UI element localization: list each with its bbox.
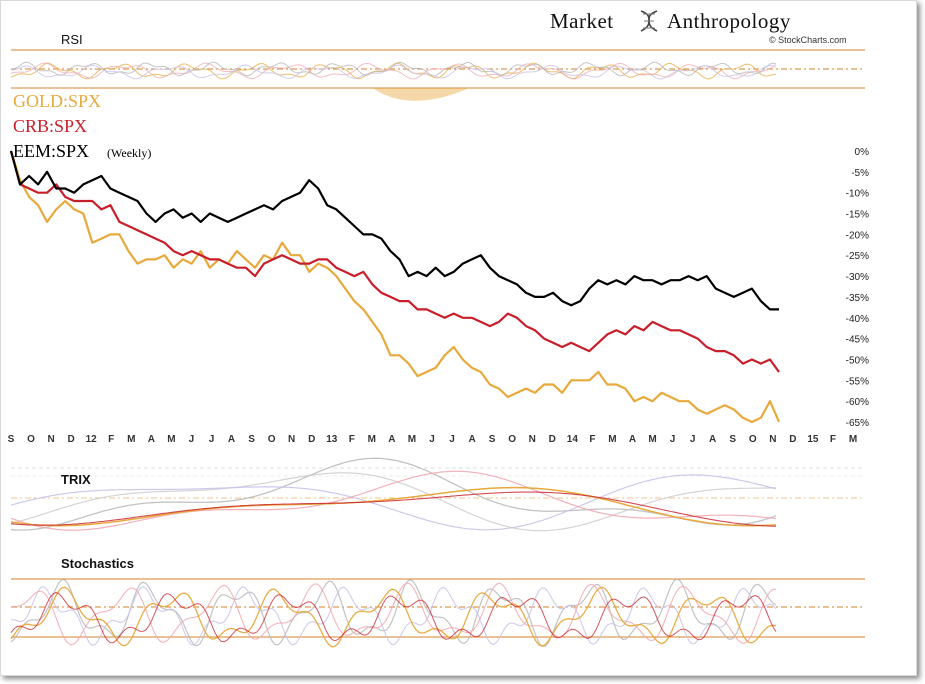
x-tick-label: J bbox=[189, 434, 195, 445]
trix-line-pink bbox=[10, 470, 777, 531]
series-line-gold-spx bbox=[9, 150, 781, 424]
series-line-crb-spx bbox=[9, 150, 780, 373]
x-tick-label: M bbox=[849, 434, 857, 445]
chart-svg: Market Anthropology © StockCharts.com RS… bbox=[8, 9, 869, 648]
x-tick-label: S bbox=[489, 434, 496, 445]
rsi-oversold-fill bbox=[373, 88, 469, 101]
x-tick-label: M bbox=[368, 434, 376, 445]
legend-gold-spx: GOLD:SPX bbox=[13, 91, 101, 111]
y-axis-ticks: 0% -5% -10% -15% -20% -25% -30% -35% -40% -45% -50… bbox=[846, 147, 869, 429]
dna-helix-icon bbox=[640, 10, 658, 32]
y-tick-label: -35% bbox=[846, 293, 869, 304]
legend-crb-spx: CRB:SPX bbox=[13, 116, 87, 136]
stochastics-oscillator-lines bbox=[10, 578, 777, 648]
y-tick-label: -10% bbox=[846, 189, 869, 200]
x-tick-label: A bbox=[709, 434, 716, 445]
y-tick-label: -20% bbox=[846, 230, 869, 241]
trix-line-lav bbox=[10, 474, 777, 531]
x-tick-label: M bbox=[167, 434, 175, 445]
x-tick-label: A bbox=[629, 434, 636, 445]
x-tick-label: J bbox=[209, 434, 215, 445]
x-tick-label: D bbox=[68, 434, 75, 445]
y-tick-label: -15% bbox=[846, 210, 869, 221]
stoch-line-grey bbox=[10, 578, 777, 648]
y-tick-label: -30% bbox=[846, 272, 869, 283]
stoch-line-lav bbox=[10, 585, 777, 646]
rsi-oscillator-lines bbox=[10, 61, 777, 101]
x-tick-label: N bbox=[288, 434, 295, 445]
x-tick-label: N bbox=[529, 434, 536, 445]
y-tick-label: -50% bbox=[846, 355, 869, 366]
x-tick-label: J bbox=[690, 434, 696, 445]
x-tick-label: S bbox=[248, 434, 255, 445]
stoch-line-pink bbox=[10, 582, 777, 646]
x-tick-label: O bbox=[508, 434, 516, 445]
trix-line-gold bbox=[10, 486, 777, 527]
x-tick-label: M bbox=[608, 434, 616, 445]
x-tick-label: S bbox=[8, 434, 15, 445]
trix-panel: TRIX bbox=[10, 457, 865, 532]
x-tick-label: 14 bbox=[567, 434, 579, 445]
trix-line-crb bbox=[10, 491, 777, 527]
x-tick-label: O bbox=[27, 434, 35, 445]
x-tick-label: 12 bbox=[86, 434, 98, 445]
stockcharts-credit: © StockCharts.com bbox=[769, 35, 847, 45]
x-tick-label: 15 bbox=[807, 434, 819, 445]
stochastics-panel: Stochastics bbox=[10, 556, 865, 648]
x-tick-label: D bbox=[549, 434, 556, 445]
brand-word-market: Market bbox=[550, 9, 614, 33]
y-tick-label: 0% bbox=[855, 147, 870, 158]
rsi-panel: RSI bbox=[10, 32, 865, 101]
y-tick-label: -40% bbox=[846, 314, 869, 325]
x-tick-label: F bbox=[349, 434, 355, 445]
x-tick-label: J bbox=[670, 434, 676, 445]
legend-eem-spx: EEM:SPX bbox=[13, 141, 89, 161]
x-tick-label: D bbox=[308, 434, 315, 445]
stoch-line-crb bbox=[10, 592, 777, 644]
x-tick-label: A bbox=[228, 434, 235, 445]
trix-line-grey-2 bbox=[10, 472, 776, 532]
x-tick-label: F bbox=[589, 434, 595, 445]
y-tick-label: -60% bbox=[846, 397, 869, 408]
x-tick-label: M bbox=[127, 434, 135, 445]
brand-word-anthropology: Anthropology bbox=[667, 9, 791, 33]
y-tick-label: -25% bbox=[846, 251, 869, 262]
x-tick-label: A bbox=[388, 434, 395, 445]
x-tick-label: F bbox=[830, 434, 836, 445]
x-tick-label: S bbox=[729, 434, 736, 445]
rsi-line-crb bbox=[10, 62, 777, 80]
x-axis-ticks: S O N D 12 F M A M J J A S O N D 13 F M A M J J A S O N D 14 F M A M J J A S… bbox=[8, 434, 858, 445]
y-tick-label: -45% bbox=[846, 335, 869, 346]
trix-line-grey-1 bbox=[10, 457, 777, 531]
stoch-line-gold bbox=[10, 586, 777, 648]
legend-weekly-note: (Weekly) bbox=[107, 146, 151, 160]
chart-frame: Market Anthropology © StockCharts.com RS… bbox=[0, 0, 917, 676]
x-tick-label: M bbox=[648, 434, 656, 445]
stochastics-label: Stochastics bbox=[61, 556, 134, 571]
x-tick-label: A bbox=[148, 434, 155, 445]
brand-logo: Market Anthropology © StockCharts.com bbox=[550, 9, 847, 45]
trix-oscillator-lines bbox=[10, 457, 777, 532]
x-tick-label: 13 bbox=[326, 434, 338, 445]
y-tick-label: -65% bbox=[846, 418, 869, 429]
x-tick-label: O bbox=[749, 434, 757, 445]
x-tick-label: N bbox=[47, 434, 54, 445]
x-tick-label: J bbox=[449, 434, 455, 445]
y-tick-label: -5% bbox=[851, 168, 869, 179]
x-tick-label: M bbox=[408, 434, 416, 445]
ratio-lines bbox=[9, 150, 781, 424]
main-ratio-panel: 0% -5% -10% -15% -20% -25% -30% -35% -40% -45% -50… bbox=[9, 147, 869, 429]
x-tick-label: J bbox=[429, 434, 435, 445]
x-tick-label: O bbox=[268, 434, 276, 445]
trix-label: TRIX bbox=[61, 472, 91, 487]
x-tick-label: N bbox=[769, 434, 776, 445]
rsi-label: RSI bbox=[61, 32, 83, 47]
x-tick-label: F bbox=[108, 434, 114, 445]
legend: GOLD:SPX CRB:SPX EEM:SPX (Weekly) bbox=[13, 91, 151, 161]
x-tick-label: D bbox=[789, 434, 796, 445]
series-line-eem-spx bbox=[9, 150, 779, 311]
x-tick-label: A bbox=[468, 434, 475, 445]
y-tick-label: -55% bbox=[846, 376, 869, 387]
rsi-line-lav bbox=[10, 64, 777, 80]
